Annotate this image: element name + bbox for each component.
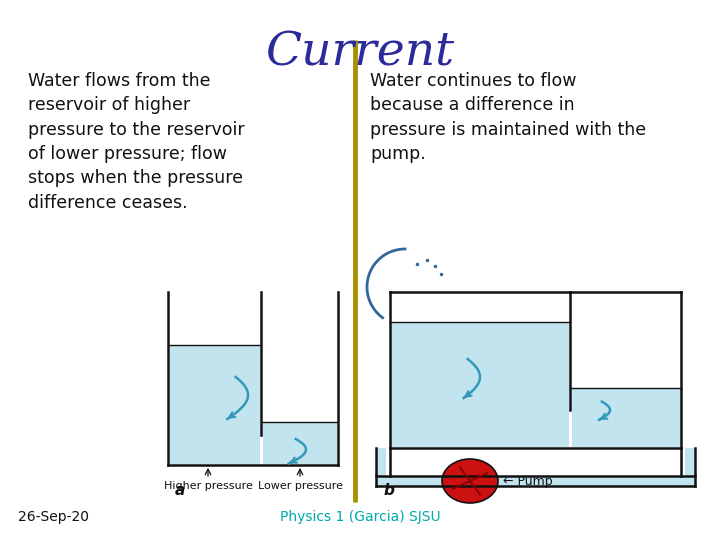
- Text: ← Pump: ← Pump: [503, 475, 553, 488]
- Text: Water flows from the
reservoir of higher
pressure to the reservoir
of lower pres: Water flows from the reservoir of higher…: [28, 72, 245, 212]
- Text: Physics 1 (Garcia) SJSU: Physics 1 (Garcia) SJSU: [279, 510, 441, 524]
- Ellipse shape: [442, 459, 498, 503]
- Text: 26-Sep-20: 26-Sep-20: [18, 510, 89, 524]
- Text: a: a: [175, 483, 185, 498]
- Text: Lower pressure: Lower pressure: [258, 481, 343, 491]
- Bar: [169, 345, 259, 463]
- Text: Current: Current: [266, 30, 454, 75]
- Bar: [685, 448, 695, 476]
- Bar: [263, 422, 336, 463]
- Bar: [376, 448, 386, 476]
- Bar: [376, 476, 695, 486]
- Bar: [572, 388, 681, 447]
- Bar: [391, 322, 569, 447]
- Text: Higher pressure: Higher pressure: [163, 481, 253, 491]
- Text: Water continues to flow
because a difference in
pressure is maintained with the
: Water continues to flow because a differ…: [370, 72, 646, 163]
- Text: b: b: [384, 483, 395, 498]
